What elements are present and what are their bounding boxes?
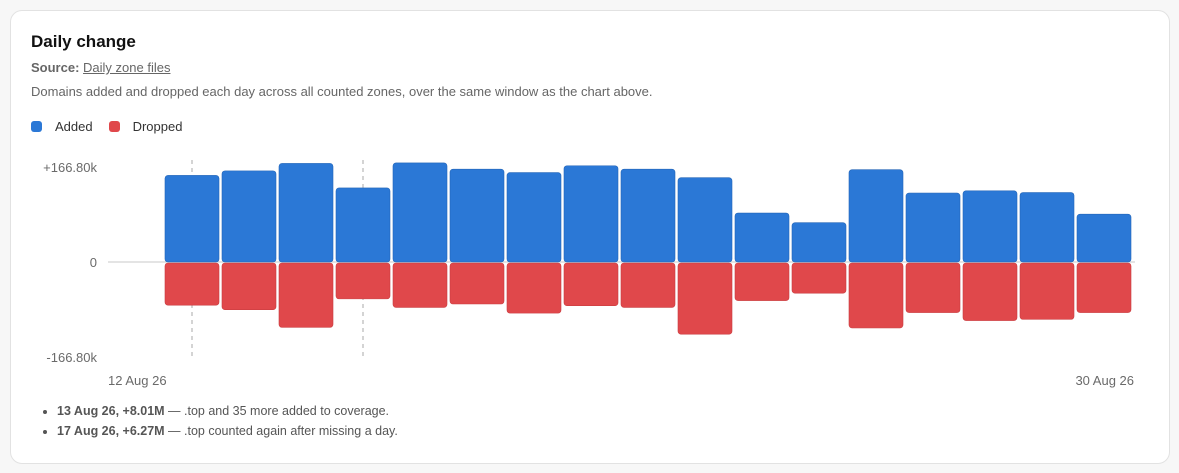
added-bar (221, 170, 277, 263)
dropped-bar (962, 262, 1018, 321)
added-bar (164, 175, 220, 263)
added-bar (278, 163, 334, 263)
x-tick-label: 12 Aug 26 (108, 373, 167, 388)
legend-swatch-dropped (108, 121, 120, 132)
annotation-notes: 13 Aug 26, +8.01M — .top and 35 more add… (39, 404, 398, 444)
card-description: Domains added and dropped each day acros… (31, 84, 653, 99)
y-tick-label: 0 (90, 255, 97, 270)
note-head: 17 Aug 26, +6.27M (57, 424, 165, 438)
dropped-bar (1076, 262, 1132, 313)
dropped-bar (1019, 262, 1075, 320)
card-title: Daily change (31, 32, 136, 51)
added-bar (962, 190, 1018, 263)
dropped-bar (791, 262, 847, 294)
legend-item-dropped[interactable]: Dropped (108, 119, 183, 134)
dropped-bar (392, 262, 448, 308)
added-bar (905, 192, 961, 263)
dropped-bar (221, 262, 277, 311)
source-line: Source: Daily zone files (31, 60, 170, 75)
dropped-bar (506, 262, 562, 314)
x-tick-label: 30 Aug 26 (1075, 373, 1134, 388)
dropped-bar (848, 262, 904, 329)
added-bar (1076, 213, 1132, 263)
added-bar (392, 162, 448, 263)
note-text: — .top and 35 more added to coverage. (164, 404, 390, 418)
added-bar (620, 168, 676, 263)
added-bar (734, 212, 790, 263)
added-bar (791, 222, 847, 263)
dropped-bar (164, 262, 220, 306)
legend-swatch-added (31, 121, 42, 132)
legend-label-added: Added (55, 119, 93, 134)
added-bar (335, 187, 391, 263)
dropped-bar (905, 262, 961, 313)
source-label: Source: (31, 60, 80, 75)
added-bar (677, 177, 733, 263)
added-bar (1019, 192, 1075, 263)
dropped-bar (278, 262, 334, 328)
source-link[interactable]: Daily zone files (83, 60, 171, 75)
legend-item-added[interactable]: Added (31, 119, 93, 134)
added-bar (563, 165, 619, 263)
chart-legend: Added Dropped (31, 119, 198, 134)
dropped-bar (734, 262, 790, 301)
added-bar (506, 172, 562, 263)
dropped-bar (449, 262, 505, 305)
dropped-bar (620, 262, 676, 308)
note-item: 13 Aug 26, +8.01M — .top and 35 more add… (57, 404, 398, 418)
dropped-bar (677, 262, 733, 335)
y-tick-label: -166.80k (46, 350, 97, 365)
legend-label-dropped: Dropped (132, 119, 183, 134)
dropped-bar (335, 262, 391, 300)
note-text: — .top counted again after missing a day… (164, 424, 398, 438)
y-tick-label: +166.80k (43, 160, 97, 175)
added-bar (848, 169, 904, 263)
note-head: 13 Aug 26, +8.01M (57, 404, 165, 418)
dropped-bar (563, 262, 619, 307)
added-bar (449, 168, 505, 263)
note-item: 17 Aug 26, +6.27M — .top counted again a… (57, 424, 398, 438)
